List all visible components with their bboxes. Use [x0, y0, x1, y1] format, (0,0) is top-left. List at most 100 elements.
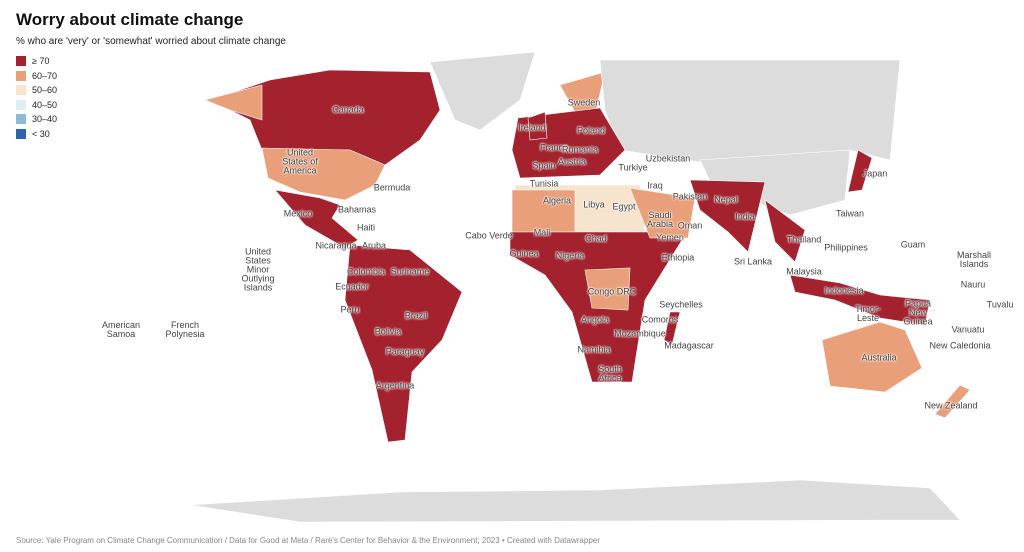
country-label: Angola: [580, 314, 610, 325]
country-label: Guinea: [509, 248, 539, 259]
country-label: Egypt: [612, 201, 636, 212]
country-label: Sweden: [567, 97, 601, 108]
country-label: American Samoa: [101, 320, 140, 339]
country-label: United States Minor Outlying Islands: [241, 246, 275, 293]
country-label: Tunisia: [529, 178, 559, 189]
south-asia: [689, 179, 766, 253]
country-label: Iraq: [647, 180, 663, 191]
legend-label: 50–60: [32, 85, 58, 96]
japan: [847, 149, 873, 193]
country-label: Brazil: [404, 310, 428, 321]
subtitle: % who are 'very' or 'somewhat' worried a…: [16, 36, 286, 47]
country-label: Aruba: [361, 240, 387, 251]
country-label: Oman: [677, 220, 703, 231]
country-label: Mexico: [283, 208, 313, 219]
country-label: Marshall Islands: [956, 250, 991, 269]
country-label: Seychelles: [659, 299, 703, 310]
country-label: Papua New Guinea: [903, 298, 933, 327]
country-label: Comoros: [641, 314, 679, 325]
country-label: Bermuda: [373, 182, 411, 193]
legend-swatch: [16, 99, 26, 110]
country-label: Mali: [533, 227, 551, 238]
country-label: Ireland: [518, 122, 546, 133]
legend-item: 60–70: [16, 69, 57, 84]
country-label: Romania: [561, 144, 599, 155]
middle-east: [629, 187, 696, 239]
country-label: Malaysia: [786, 266, 822, 277]
mexico: [274, 189, 359, 249]
country-label: Canada: [332, 104, 364, 115]
country-label: Tuvalu: [986, 299, 1014, 310]
madagascar: [663, 311, 681, 346]
title: Worry about climate change: [16, 10, 244, 29]
country-label: Saudi Arabia: [646, 210, 673, 229]
country-label: Indonesia: [824, 285, 864, 296]
alaska: [204, 84, 263, 121]
south-america: [344, 244, 463, 443]
country-label: Australia: [861, 352, 897, 363]
legend-swatch: [16, 128, 26, 139]
greenland: [429, 51, 536, 131]
country-label: Namibia: [577, 344, 611, 355]
country-label: India: [735, 211, 755, 222]
country-label: Nicaragua: [315, 240, 357, 251]
country-label: Bolivia: [374, 326, 402, 337]
legend-swatch: [16, 85, 26, 96]
country-label: Bahamas: [337, 204, 377, 215]
source: Source: Yale Program on Climate Change C…: [16, 536, 600, 545]
country-label: Taiwan: [835, 208, 865, 219]
legend-swatch: [16, 70, 26, 81]
country-label: Congo DRC: [587, 286, 637, 297]
country-label: Mozambique: [614, 328, 666, 339]
country-label: Thailand: [786, 234, 822, 245]
legend-item: < 30: [16, 127, 57, 142]
uk-ireland: [527, 111, 548, 141]
country-label: Cabo Verde: [465, 230, 513, 241]
indonesia: [789, 274, 931, 326]
country-label: New Caledonia: [929, 340, 991, 351]
country-label: Madagascar: [664, 340, 714, 351]
country-label: Ecuador: [335, 281, 369, 292]
usa: [261, 147, 386, 201]
legend-swatch: [16, 114, 26, 125]
legend-label: 40–50: [32, 99, 58, 110]
country-label: New Zealand: [924, 400, 978, 411]
legend-item: 50–60: [16, 83, 57, 98]
country-label: Paraguay: [385, 346, 425, 357]
country-label: Nepal: [714, 194, 738, 205]
antarctica: [189, 479, 961, 523]
legend-item: 40–50: [16, 98, 57, 113]
australia: [821, 321, 923, 393]
legend-label: ≥ 70: [32, 56, 50, 67]
country-label: Yemen: [656, 232, 684, 243]
country-label: Austria: [557, 156, 587, 167]
country-label: South Africa: [598, 364, 622, 383]
legend-swatch: [16, 56, 26, 67]
country-label: Pakistan: [672, 191, 708, 202]
country-label: Nauru: [960, 279, 986, 290]
legend-item: 30–40: [16, 112, 57, 127]
congo: [584, 267, 631, 311]
legend-label: < 30: [32, 128, 50, 139]
canada: [209, 69, 441, 166]
country-label: Nigeria: [555, 250, 585, 261]
country-label: Spain: [532, 160, 556, 171]
legend-item: ≥ 70: [16, 54, 57, 69]
se-asia: [764, 199, 806, 263]
country-label: Peru: [340, 304, 360, 315]
country-label: French Polynesia: [165, 320, 205, 339]
country-label: Sri Lanka: [733, 256, 773, 267]
country-label: Algeria: [542, 195, 572, 206]
country-label: Turkiye: [618, 162, 648, 173]
country-label: Haiti: [356, 222, 376, 233]
country-label: Philippines: [824, 242, 868, 253]
country-label: United States of America: [282, 147, 318, 176]
country-label: Chad: [585, 233, 607, 244]
country-label: Vanuatu: [951, 324, 985, 335]
country-label: Japan: [862, 168, 888, 179]
country-label: Uzbekistan: [645, 153, 691, 164]
legend: ≥ 70 60–70 50–60 40–50 30–40 < 30: [16, 54, 57, 141]
country-label: Guam: [900, 239, 926, 250]
